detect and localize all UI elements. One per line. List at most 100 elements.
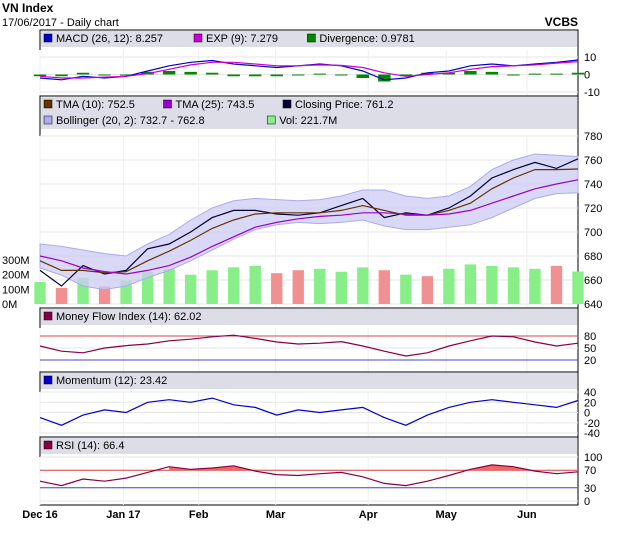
divergence-bar [421,72,434,75]
volume-bar [98,286,111,304]
series-line-momentum [39,397,579,426]
legend-swatch [307,33,316,43]
divergence-bar [571,72,585,75]
x-axis: Dec 16 Jan 17 Feb Mar Apr May Jun [22,509,537,521]
legend-label: Money Flow Index (14): 62.02 [56,311,202,323]
volume-bar [227,267,240,304]
volume-tick-label: 200M [2,270,30,282]
divergence-bar [464,71,477,75]
legend-swatch [266,115,276,125]
price-panel: TMA (10): 752.5 TMA (25): 743.5 Closing Pr… [2,95,602,311]
divergence-bar [507,74,520,76]
y-tick-label: 700 [584,227,602,239]
legend-label: TMA (10): 752.5 [56,99,135,111]
x-tick-label: Mar [266,509,286,521]
series-line-tma-10- [39,168,579,274]
volume-bar [55,287,68,304]
x-tick-label: Apr [359,509,379,521]
divergence-bar [33,74,47,77]
legend-swatch [43,33,53,43]
volume-tick-label: 300M [2,255,30,267]
y-tick-label: 740 [584,179,602,191]
divergence-bar [119,74,133,76]
divergence-bar [55,74,68,77]
divergence-bar [205,72,219,75]
divergence-bar [528,73,542,75]
legend-label: MACD (26, 12): 8.257 [56,33,163,45]
volume-bar [206,270,218,304]
series-line-rsi [39,464,579,487]
volume-bar [120,280,132,304]
bollinger-band [39,153,579,291]
x-tick-label: Jun [517,509,537,521]
divergence-bar [98,74,111,76]
source-label: VCBS [545,15,578,29]
legend-label: EXP (9): 7.279 [206,33,278,45]
volume-bar [443,268,455,304]
divergence-bar [356,74,370,78]
volume-bar [292,270,304,304]
legend-swatch [193,33,203,43]
legend-label: Closing Price: 761.2 [295,99,393,111]
y-tick-label: -10 [584,87,600,99]
y-tick-label: 660 [584,275,602,287]
volume-bar [400,274,412,304]
volume-bar [77,277,89,304]
y-tick-label: 80 [584,331,596,343]
y-tick-label: 0 [584,70,590,82]
y-tick-label: 70 [584,465,596,477]
y-tick-label: 30 [584,483,596,495]
y-tick-label: -40 [584,428,600,440]
volume-bar [314,268,326,304]
legend-label: Momentum (12): 23.42 [56,375,167,387]
y-tick-label: 760 [584,155,602,167]
series-line-mfi [39,334,579,357]
divergence-bar [184,71,197,75]
chart-title: VN Index [2,1,54,15]
divergence-bar [378,74,391,82]
legend-swatch [43,99,53,109]
volume-bar [249,265,261,304]
divergence-bar [313,73,326,75]
volume-bar [34,282,46,304]
divergence-bar [292,74,305,76]
legend-label: TMA (25): 743.5 [176,99,255,111]
volume-bar [184,274,197,304]
macd-panel: MACD (26, 12): 8.257 EXP (9): 7.279 Diverg… [33,29,600,99]
y-tick-label: 20 [584,397,596,409]
series-line-tma-25- [39,179,579,275]
volume-bar [335,271,347,304]
chart-subtitle: 17/06/2017 - Daily chart [2,17,119,29]
volume-bar [507,267,520,304]
legend-label: Bollinger (20, 2): 732.7 - 762.8 [56,115,205,127]
legend-swatch [43,115,53,125]
volume-tick-label: 100M [2,284,30,296]
y-tick-label: 720 [584,203,602,215]
series-line-exp [39,61,579,79]
legend-swatch [282,99,292,109]
rsi-overbought-fill [233,465,256,471]
legend-swatch [163,99,172,109]
legend-label: Divergence: 0.9781 [319,33,414,45]
legend-swatch [43,440,53,450]
y-tick-label: 10 [584,52,596,64]
x-tick-label: Jan 17 [106,509,140,521]
divergence-bar [442,72,456,75]
y-tick-label: 50 [584,343,596,355]
divergence-bar [76,72,90,75]
y-tick-label: 40 [584,387,596,399]
y-tick-label: 780 [584,131,602,143]
x-tick-label: May [435,509,457,521]
volume-bar [486,265,498,304]
y-tick-label: 680 [584,251,602,263]
x-tick-label: Dec 16 [22,509,57,521]
legend-swatch [43,375,53,385]
y-tick-label: 640 [584,299,602,311]
legend-swatch [43,311,53,321]
y-tick-label: 20 [584,355,596,367]
volume-bar [421,276,434,304]
